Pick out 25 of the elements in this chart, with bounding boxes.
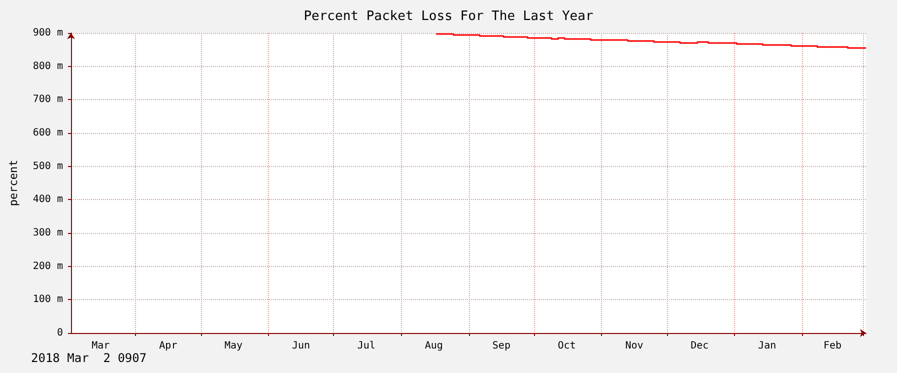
y-tick-label: 700 m — [32, 94, 63, 106]
text: 2018 Mar 2 0907 — [31, 351, 147, 365]
y-axis-title: percent — [7, 160, 20, 206]
x-tick-label: Jul — [357, 340, 376, 352]
y-tick-label: 500 m — [32, 160, 63, 172]
y-tick-label: 300 m — [32, 228, 63, 238]
x-tick-label: Apr — [159, 340, 178, 352]
x-tick-label: Aug — [424, 340, 443, 352]
y-tick-label: 200 m — [32, 260, 63, 272]
x-tick-label: Dec — [690, 340, 709, 352]
y-tick-label: 100 m — [32, 294, 63, 306]
chart-title: Percent Packet Loss For The Last Year — [304, 9, 594, 24]
x-tick-label: Mar — [92, 340, 110, 352]
y-tick-label: 800 m — [32, 60, 63, 72]
x-tick-label: May — [224, 340, 243, 352]
x-tick-label: Sep — [492, 340, 510, 352]
x-tick-label: Jun — [292, 340, 310, 352]
x-tick-label: Oct — [558, 340, 576, 352]
x-tick-label: Feb — [823, 340, 842, 352]
y-tick-label: 0 — [56, 328, 63, 338]
y-tick-label: 900 m — [32, 28, 63, 38]
y-tick-label: 400 m — [32, 194, 63, 206]
x-tick-label: Nov — [625, 340, 644, 352]
y-tick-label: 600 m — [32, 128, 63, 138]
x-tick-label: Jan — [758, 340, 776, 352]
